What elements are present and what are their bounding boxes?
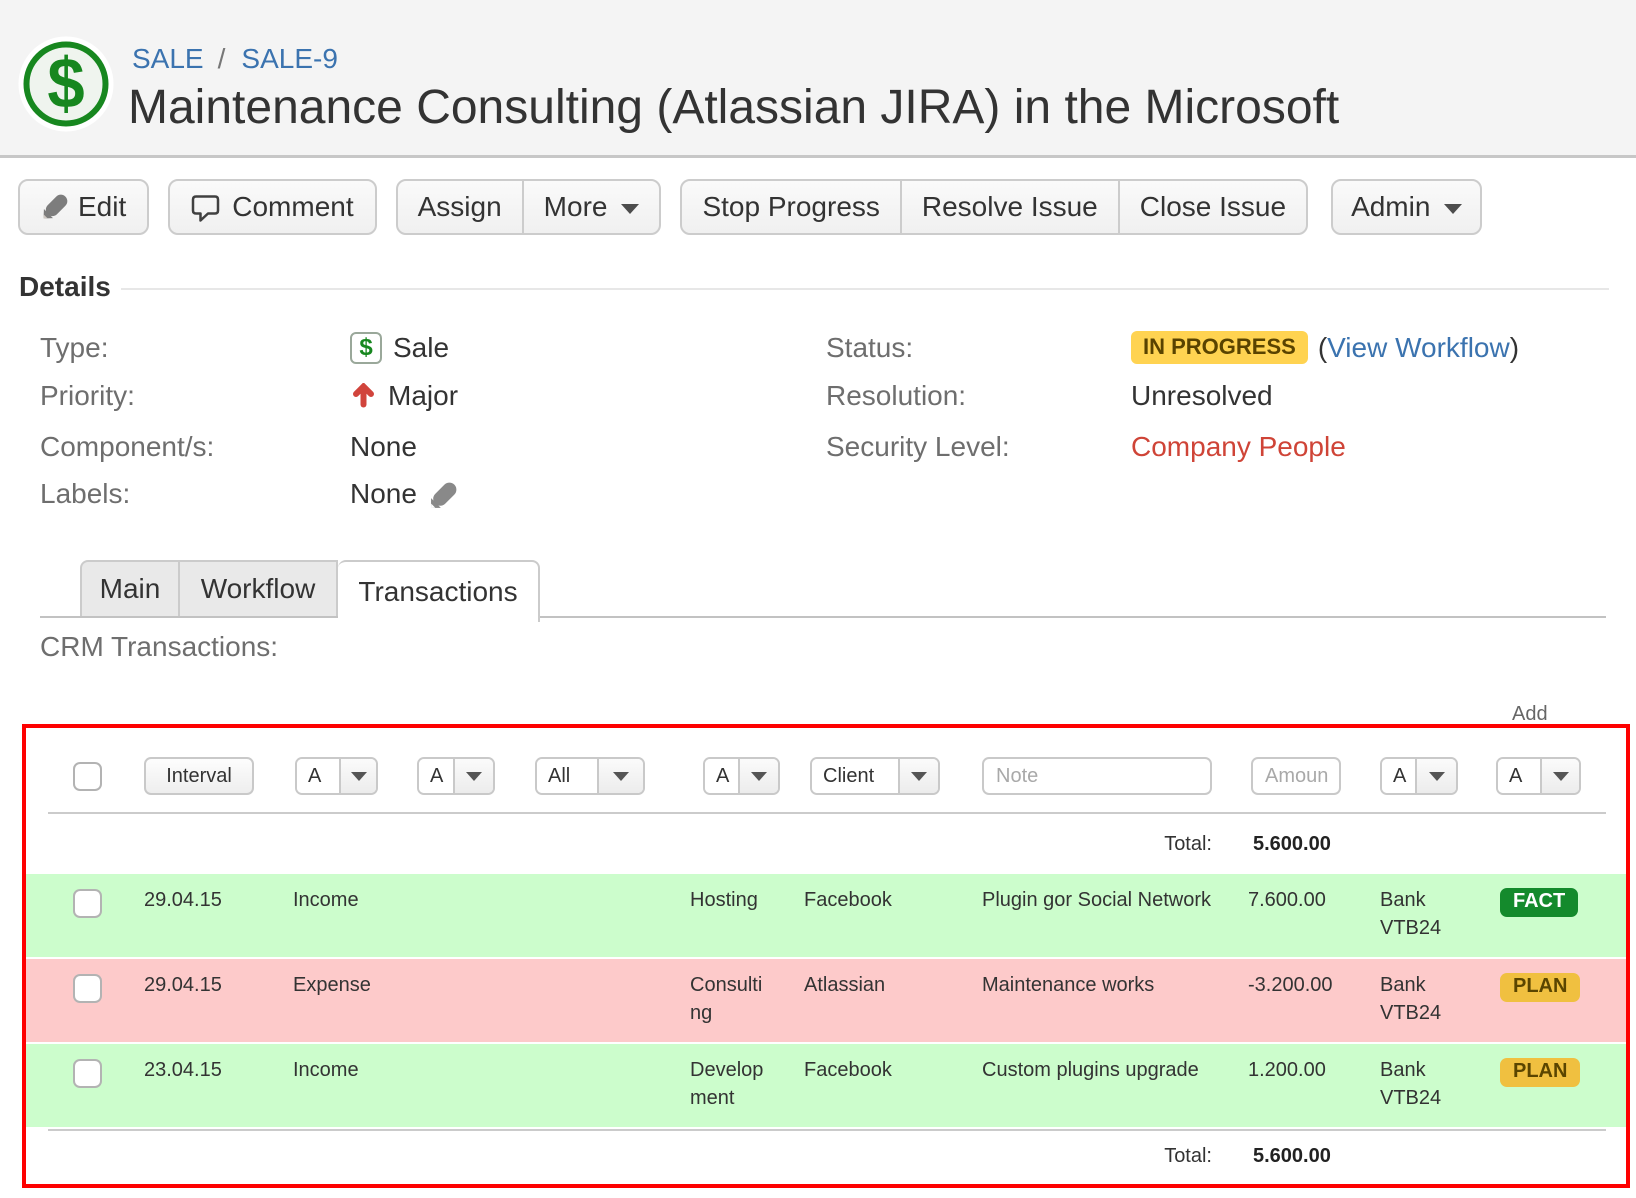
svg-text:$: $: [47, 44, 84, 123]
